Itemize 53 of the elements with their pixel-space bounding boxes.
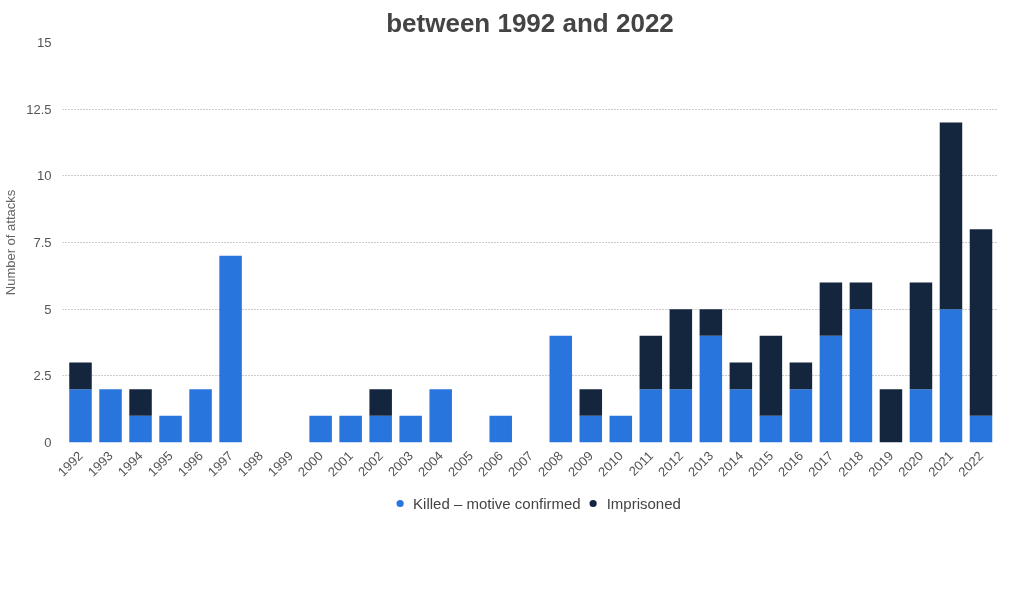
- bar: [969, 415, 993, 443]
- y-tick-label: 15: [37, 35, 52, 50]
- bar: [369, 415, 392, 443]
- bar: [159, 415, 182, 443]
- bar: [699, 309, 723, 336]
- bar: [369, 389, 392, 416]
- bar: [69, 389, 92, 443]
- bar: [129, 415, 152, 443]
- bar: [189, 389, 212, 443]
- bar: [309, 415, 332, 443]
- bar: [669, 389, 693, 443]
- bar: [909, 282, 933, 390]
- bar: [579, 389, 603, 416]
- bar: [789, 362, 813, 390]
- bar: [129, 389, 152, 416]
- y-tick-label: 2.5: [33, 368, 52, 384]
- bar: [69, 362, 92, 390]
- y-axis-title: Number of attacks: [3, 189, 19, 296]
- bar: [609, 415, 633, 443]
- bar: [339, 415, 362, 443]
- bar: [969, 229, 993, 416]
- bar: [429, 389, 452, 443]
- y-tick-label: 5: [44, 301, 52, 317]
- bar: [639, 335, 663, 390]
- y-tick-label: 12.5: [26, 101, 52, 117]
- bar: [219, 255, 242, 443]
- bar: [849, 309, 873, 443]
- y-tick-label: 0: [44, 435, 52, 450]
- bar: [879, 389, 903, 443]
- legend-label: Imprisoned: [606, 494, 681, 512]
- bar: [729, 362, 753, 390]
- bar: [819, 335, 843, 443]
- bar: [939, 122, 963, 310]
- bar: [669, 309, 693, 390]
- bar: [399, 415, 422, 443]
- bar: [99, 389, 122, 443]
- bar: [909, 389, 933, 443]
- bar: [729, 389, 753, 443]
- bar: [759, 335, 783, 416]
- legend-label: Killed – motive confirmed: [413, 494, 581, 512]
- bar: [939, 309, 963, 443]
- bar: [699, 335, 723, 443]
- bar: [819, 282, 843, 336]
- y-tick-label: 10: [37, 168, 52, 184]
- bar: [489, 415, 512, 443]
- bar: [849, 282, 873, 310]
- bar: [759, 415, 783, 443]
- bar: [549, 335, 573, 443]
- bar: [639, 389, 663, 443]
- chart-title: between 1992 and 2022: [386, 7, 674, 38]
- bar: [789, 389, 813, 443]
- bar: [579, 415, 603, 443]
- y-tick-label: 7.5: [33, 235, 52, 250]
